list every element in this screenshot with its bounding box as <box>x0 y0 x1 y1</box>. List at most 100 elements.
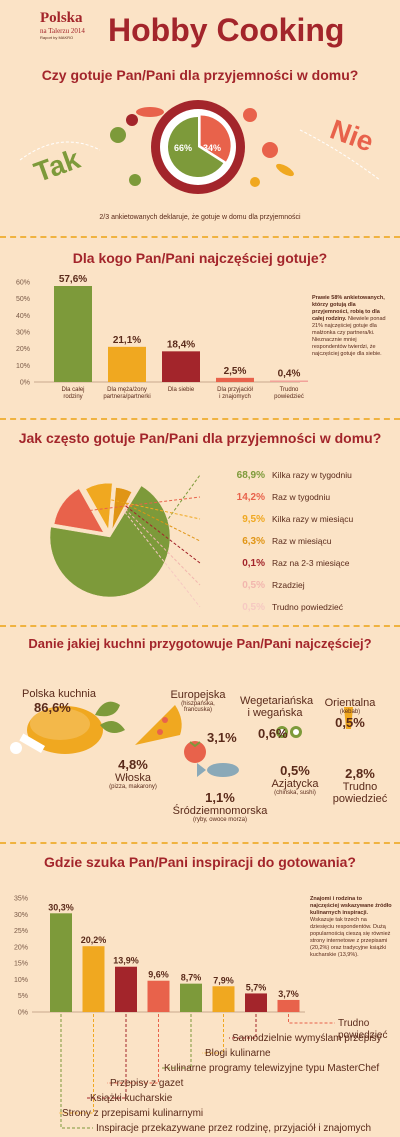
cuisine-polska: Polska kuchnia 86,6% <box>22 688 112 715</box>
cuisine-name: Trudno powiedzieć <box>332 781 388 805</box>
slice-value: 68,9% <box>237 470 265 481</box>
cuisine-srodziemnomorska: 1,1% Śródziemnomorska (ryby, owoce morza… <box>170 790 270 823</box>
slice-value: 0,5% <box>242 580 265 591</box>
category-label: Strony z przepisami kulinarnymi <box>62 1108 203 1119</box>
section1-title: Czy gotuje Pan/Pani dla przyjemności w d… <box>41 67 359 83</box>
cuisine-value: 0,5% <box>335 715 365 730</box>
section1-caption: 2/3 ankietowanych deklaruje, że gotuje w… <box>99 214 301 221</box>
slice-category: Kilka razy w miesiącu <box>272 514 354 524</box>
cuisine-wege: Wegetariańska i wegańska <box>240 695 313 719</box>
data-label: 21,1% <box>113 335 141 346</box>
y-tick-label: 20% <box>14 944 28 951</box>
pie-slice <box>113 499 132 531</box>
section1-illustration: 66% 34% <box>19 100 381 194</box>
leader-line <box>161 1014 192 1069</box>
fish-icon <box>197 763 239 777</box>
logo-subtitle: na Talerzu 2014 <box>40 27 85 35</box>
cuisine-name: Włoska <box>114 772 152 784</box>
bar <box>212 986 235 1012</box>
slice-value: 6,3% <box>242 536 265 547</box>
divider <box>0 625 400 627</box>
section5-title: Gdzie szuka Pan/Pani inspiracji do gotow… <box>44 854 356 870</box>
data-label: 13,9% <box>113 956 139 966</box>
pie1-label-tak: 66% <box>174 143 192 153</box>
pie-slice <box>200 115 231 162</box>
section4-illustration <box>10 701 353 777</box>
decorative-vegetables <box>19 107 381 187</box>
pie-slice <box>168 117 224 177</box>
pizza-icon <box>135 705 182 745</box>
pie-slice <box>85 482 113 531</box>
section2-note-bold: Prawie 58% ankietowanych, którzy gotują … <box>312 295 385 322</box>
data-label: 30,3% <box>48 902 74 912</box>
slice-value: 9,5% <box>242 514 265 525</box>
bar <box>50 913 72 1012</box>
cuisine-wloska: 4,8% Włoska (pizza, makarony) <box>98 757 168 790</box>
cuisine-value: 0,5% <box>280 763 310 778</box>
leader-line <box>126 474 201 576</box>
bar <box>147 980 170 1012</box>
cuisine-value: 0,6% <box>258 726 288 741</box>
pie-slice <box>113 503 131 531</box>
bar <box>216 377 254 382</box>
data-label: 5,7% <box>246 982 267 992</box>
y-tick-label: 10% <box>16 363 30 370</box>
y-tick-label: 60% <box>16 280 30 287</box>
cuisine-sub: (kebab) <box>339 709 361 715</box>
category-label: rodziny <box>63 394 82 400</box>
pie-slice <box>111 487 132 530</box>
cuisine-name: Azjatycka <box>271 778 319 790</box>
leader-line <box>288 1014 335 1024</box>
section2-note-text: Niewiele ponad 21% najczęściej gotuje dl… <box>312 316 386 357</box>
slice-category: Trudno powiedzieć <box>272 602 344 612</box>
category-label: Dla siebie <box>168 387 195 393</box>
bar <box>270 380 308 382</box>
chicken-leg-icon <box>10 706 103 754</box>
y-tick-label: 10% <box>14 977 28 984</box>
leader-line <box>60 1014 93 1129</box>
data-label: 20,2% <box>81 935 107 945</box>
y-tick-label: 5% <box>18 993 28 1000</box>
herbs-icon <box>95 701 125 734</box>
bar <box>277 999 300 1012</box>
category-label: Dla męża/żony <box>107 387 147 393</box>
cuisine-value: 4,8% <box>118 757 148 772</box>
category-label: Kulinarne programy telewizyjne typu Mast… <box>164 1063 379 1074</box>
kebab-icon <box>344 707 353 729</box>
cuisine-sub: (pizza, makarony) <box>109 784 157 790</box>
bar <box>245 993 267 1012</box>
pie1-label-nie: 34% <box>203 143 221 153</box>
leader-line <box>124 511 201 608</box>
section2-title: Dla kogo Pan/Pani najczęściej gotuje? <box>72 250 328 266</box>
category-label: Przepisy z gazet <box>110 1078 184 1089</box>
leader-line <box>124 508 201 586</box>
slice-value: 0,1% <box>242 558 265 569</box>
category-label: Dla całej <box>61 387 84 393</box>
leader-line <box>202 1014 224 1054</box>
divider <box>0 842 400 844</box>
cuisine-name: Europejska <box>170 689 226 701</box>
cuisine-sub: (ryby, owoce morza) <box>193 817 247 823</box>
category-label: Trudno <box>338 1018 370 1029</box>
cuisine-orientalna: Orientalna (kebab) 0,5% <box>320 697 380 730</box>
bar-chart-inspiration: 0% 5% 10% 15% 20% 25% 30% 35% 30,3% 20,2% 13,9% 9,6… <box>14 896 388 1135</box>
pie-chart-frequency: 68,9% Kilka razy w tygodniu 14,2% Raz w tyg… <box>49 470 354 613</box>
cuisine-value: 2,8% <box>345 766 375 781</box>
leader-line <box>101 497 201 520</box>
leader-line <box>59 1014 94 1114</box>
category-label: Inspiracje przekazywane przez rodzinę, p… <box>96 1123 371 1134</box>
bar <box>180 983 202 1012</box>
tomato-icon <box>184 741 206 763</box>
section5-note-text: Wskazuje tak trzech na dziesięciu respon… <box>310 917 391 958</box>
data-label: 9,6% <box>148 970 169 980</box>
sushi-icon <box>276 726 302 738</box>
y-tick-label: 15% <box>14 961 28 968</box>
cuisine-value: 3,1% <box>207 730 237 745</box>
leader-line <box>125 505 201 564</box>
category-label: i znajomych <box>219 394 251 400</box>
data-label: 57,6% <box>59 274 87 285</box>
slice-value: 14,2% <box>237 492 265 503</box>
section2-note: Prawie 58% ankietowanych, którzy gotują … <box>312 295 392 358</box>
category-label: powiedzieć <box>338 1030 387 1041</box>
leader-line <box>87 1014 127 1099</box>
